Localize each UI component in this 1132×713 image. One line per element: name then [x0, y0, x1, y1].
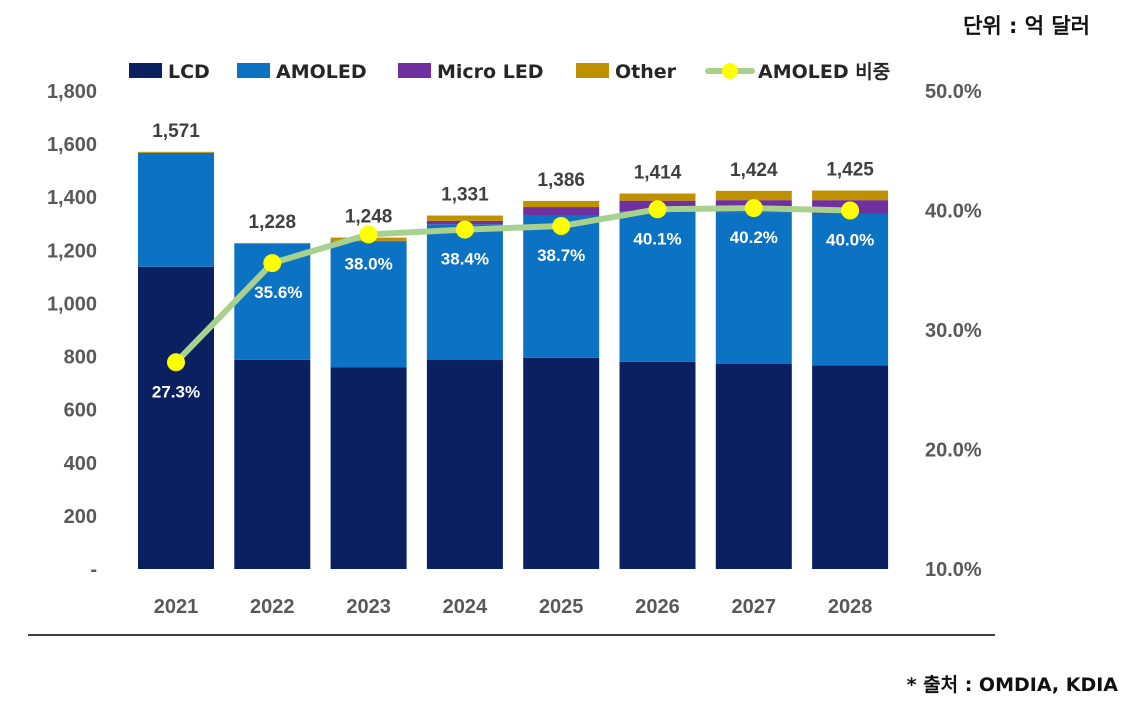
y-left-tick-label: 1,000 — [47, 293, 97, 315]
bar-segment-micro-led — [523, 207, 600, 216]
amoled-share-label: 38.7% — [537, 246, 585, 265]
amoled-share-label: 38.0% — [344, 254, 392, 273]
bar-segment-other — [523, 200, 600, 208]
legend-swatch-other — [576, 63, 609, 78]
bar-segment-lcd — [523, 357, 600, 569]
bar-segment-other — [715, 190, 792, 201]
bar-segment-lcd — [426, 360, 503, 569]
amoled-share-label: 27.3% — [152, 382, 200, 401]
amoled-share-marker — [648, 200, 667, 219]
x-tick-label: 2028 — [828, 596, 873, 618]
y-left-tick-label: 1,200 — [47, 240, 97, 262]
y-right-tick-label: 50.0% — [925, 81, 982, 103]
y-left-tick-label: 1,600 — [47, 134, 97, 156]
legend-label: AMOLED — [276, 61, 367, 83]
legend-label: LCD — [168, 61, 210, 83]
bar-segment-lcd — [234, 359, 311, 569]
bar-segment-amoled — [523, 215, 600, 358]
bar-segment-lcd — [138, 266, 214, 569]
legend-label: Other — [615, 61, 677, 83]
legend-swatch-lcd — [129, 63, 162, 78]
bar-segment-lcd — [619, 361, 696, 569]
amoled-share-marker — [359, 225, 378, 244]
x-tick-label: 2025 — [539, 596, 584, 618]
bar-total-label: 1,414 — [634, 163, 682, 184]
y-left-tick-label: 1,800 — [47, 81, 97, 103]
legend-swatch-amoled-share-marker — [722, 63, 738, 79]
amoled-share-label: 40.1% — [633, 229, 681, 248]
unit-label: 단위 : 억 달러 — [963, 14, 1090, 38]
x-tick-label: 2022 — [250, 596, 295, 618]
x-tick-label: 2021 — [154, 596, 199, 618]
amoled-share-label: 35.6% — [254, 283, 302, 302]
bar-segment-lcd — [812, 365, 889, 569]
amoled-share-label: 38.4% — [441, 250, 489, 269]
y-left-tick-label: 200 — [64, 506, 97, 528]
amoled-share-marker — [167, 353, 185, 372]
bar-total-label: 1,386 — [537, 170, 585, 191]
bar-total-label: 1,571 — [152, 121, 200, 142]
bar-segment-lcd — [715, 363, 792, 569]
bar-segment-amoled — [619, 211, 696, 362]
amoled-share-marker — [263, 254, 282, 273]
bar-segment-amoled — [812, 213, 889, 366]
amoled-share-label: 40.0% — [826, 231, 874, 250]
x-tick-label: 2027 — [732, 596, 777, 618]
legend-label: AMOLED 비중 — [758, 61, 890, 83]
y-right-tick-label: 10.0% — [925, 559, 982, 581]
y-left-tick-label: 400 — [64, 453, 97, 475]
bar-segment-other — [138, 151, 214, 153]
bar-segment-amoled — [426, 224, 503, 361]
amoled-share-label: 40.2% — [730, 228, 778, 247]
bar-total-label: 1,331 — [441, 185, 489, 206]
bar-total-label: 1,424 — [730, 160, 778, 181]
bar-segment-lcd — [330, 367, 407, 569]
y-left-tick-label: 1,400 — [47, 187, 97, 209]
bar-segment-other — [426, 215, 503, 221]
y-left-tick-label: 600 — [64, 400, 97, 422]
legend-label: Micro LED — [437, 61, 544, 83]
amoled-share-marker — [552, 217, 571, 236]
x-tick-label: 2026 — [635, 596, 680, 618]
amoled-share-marker — [744, 199, 763, 218]
y-left-tick-label: - — [90, 559, 97, 581]
bar-segment-amoled — [715, 212, 792, 364]
bar-segment-other — [619, 193, 696, 201]
bar-total-label: 1,228 — [249, 212, 297, 233]
x-tick-label: 2023 — [346, 596, 391, 618]
bar-segment-other — [812, 190, 889, 201]
y-right-tick-label: 30.0% — [925, 320, 982, 342]
x-tick-label: 2024 — [443, 596, 488, 618]
y-right-tick-label: 40.0% — [925, 201, 982, 223]
y-right-tick-label: 20.0% — [925, 440, 982, 462]
bar-total-label: 1,425 — [826, 160, 874, 181]
amoled-share-line — [173, 205, 854, 366]
legend-swatch-amoled — [237, 63, 270, 78]
bar-segment-other — [234, 242, 311, 244]
bar-total-label: 1,248 — [345, 207, 393, 228]
amoled-share-marker — [841, 201, 860, 220]
bar-segment-amoled — [330, 241, 407, 368]
y-left-tick-label: 800 — [64, 347, 97, 369]
bar-segment-amoled — [138, 152, 214, 267]
amoled-share-marker — [455, 220, 474, 239]
legend-swatch-micro-led — [398, 63, 431, 78]
source-label: * 출처 : OMDIA, KDIA — [906, 674, 1118, 696]
